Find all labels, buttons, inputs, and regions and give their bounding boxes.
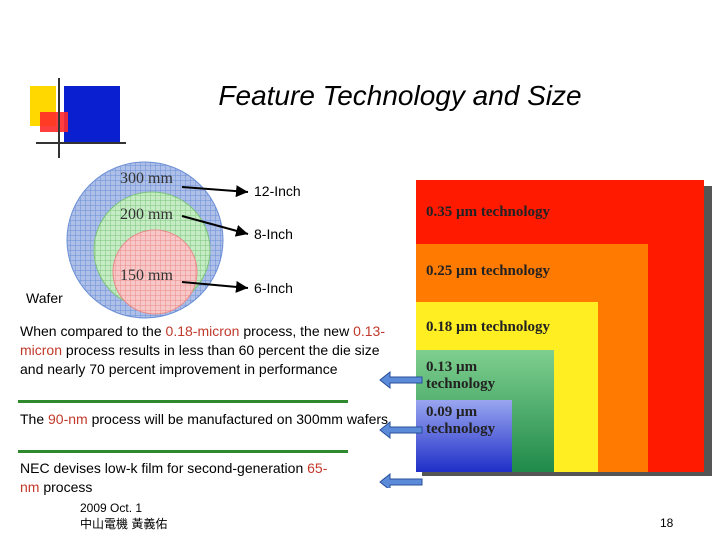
p1-highlight-0-13: 0.13-micron xyxy=(20,323,385,358)
p1-text-a: When compared to the xyxy=(20,323,166,339)
paragraph-0-13-micron: When compared to the 0.18-micron process… xyxy=(20,322,390,379)
p3-text-d: process xyxy=(39,479,93,495)
tech-0-13-label: 0.13 µm technology xyxy=(426,359,495,393)
p3-text-a: NEC devises low-k film for second-genera… xyxy=(20,460,308,476)
p3-highlight-65: 65- xyxy=(307,460,328,476)
pointer-arrow-65nm xyxy=(379,472,423,488)
tech-0-18-label: 0.18 µm technology xyxy=(426,319,551,335)
wafer-diagram: 300 mm 200 mm 150 mm xyxy=(66,161,224,319)
p1-text-c: process, the new xyxy=(239,323,354,339)
footer-info: 2009 Oct. 1 中山電機 黃義佑 xyxy=(80,500,167,532)
slide-title: Feature Technology and Size xyxy=(218,80,582,111)
label-6-inch: 6-Inch xyxy=(254,280,293,296)
tech-0-35-label: 0.35 µm technology xyxy=(426,204,551,220)
tech-0-09-label-line2: technology xyxy=(426,421,496,437)
arrow-12-inch xyxy=(181,185,249,198)
p2-text-a: The xyxy=(20,411,49,427)
p2-text-c: process will be manufactured on 300mm wa… xyxy=(87,411,389,427)
pointer-arrows xyxy=(379,370,423,488)
pointer-arrow-0-09 xyxy=(379,420,423,440)
paragraph-65nm: NEC devises low-k film for second-genera… xyxy=(20,459,390,497)
separator-2 xyxy=(18,450,348,453)
page-number: 18 xyxy=(660,516,674,530)
inch-arrows xyxy=(181,185,249,293)
wafer-150mm-label: 150 mm xyxy=(120,267,173,284)
tech-0-13-label-line2: technology xyxy=(426,376,496,392)
label-8-inch: 8-Inch xyxy=(254,226,293,242)
tech-0-09-box xyxy=(416,400,512,472)
arrow-8-inch xyxy=(181,215,249,237)
label-12-inch: 12-Inch xyxy=(254,183,301,199)
pointer-arrow-0-13 xyxy=(379,370,423,390)
tech-0-09-label-line1: 0.09 µm xyxy=(426,404,478,420)
separator-1 xyxy=(18,400,348,403)
wafer-label: Wafer xyxy=(26,290,63,306)
wafer-200mm-label: 200 mm xyxy=(120,206,173,223)
paragraph-90nm: The 90-nm process will be manufactured o… xyxy=(20,410,390,429)
decor-red-square xyxy=(40,112,68,132)
footer-author: 中山電機 黃義佑 xyxy=(80,517,168,531)
p1-text-e: process results in less than 60 percent … xyxy=(20,342,380,377)
p3-highlight-nm: nm xyxy=(20,479,40,495)
footer-date: 2009 Oct. 1 xyxy=(80,501,143,515)
tech-0-25-label: 0.25 µm technology xyxy=(426,263,551,279)
tech-0-09-label: 0.09 µm technology xyxy=(426,404,495,438)
p1-highlight-0-18: 0.18-micron xyxy=(165,323,240,339)
p2-highlight-90nm: 90-nm xyxy=(48,411,88,427)
decor-blue-square xyxy=(64,86,120,142)
wafer-300mm-label: 300 mm xyxy=(120,170,173,187)
arrow-6-inch xyxy=(181,280,249,293)
decor-vertical-line xyxy=(58,78,60,158)
decor-horizontal-line xyxy=(36,142,126,144)
wafer-150mm-circle xyxy=(112,229,198,315)
tech-0-13-label-line1: 0.13 µm xyxy=(426,359,478,375)
